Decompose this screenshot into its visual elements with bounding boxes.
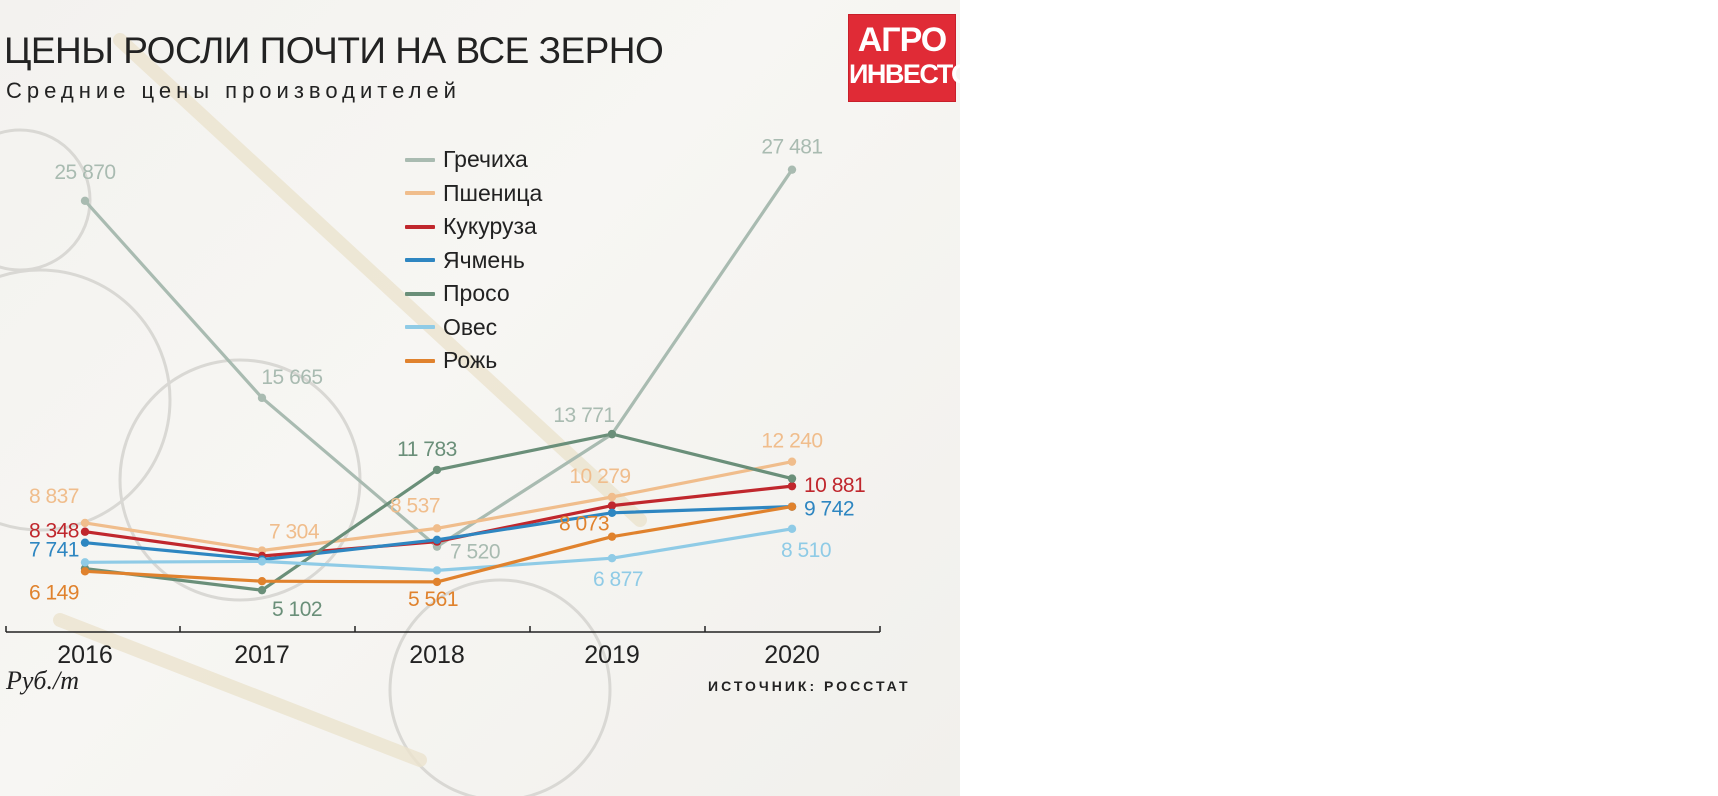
data-label: 13 771 xyxy=(553,404,614,427)
chart-subtitle: Средние цены производителей xyxy=(6,78,461,103)
data-point xyxy=(432,524,442,533)
data-point xyxy=(787,524,797,534)
legend-label: Пшеница xyxy=(443,179,543,206)
legend-item: Овес xyxy=(405,311,542,345)
data-label: 5 561 xyxy=(408,588,458,611)
data-label: 8 537 xyxy=(390,494,440,517)
data-point xyxy=(80,558,90,567)
logo-line-1: АГРО xyxy=(857,21,948,59)
data-point xyxy=(607,508,617,517)
legend-label: Рожь xyxy=(443,347,498,374)
data-label: 7 741 xyxy=(29,539,79,562)
data-point xyxy=(787,474,797,483)
data-labels: 25 870 15 665 7 520 13 771 27 481 8 837 7 304 8… xyxy=(29,136,866,621)
data-label: 6 149 xyxy=(29,581,79,604)
data-label: 7 520 xyxy=(450,541,500,564)
legend-swatch xyxy=(405,325,435,330)
data-label: 10 881 xyxy=(804,474,865,497)
data-label: 10 279 xyxy=(569,465,630,488)
legend-swatch xyxy=(405,258,435,263)
data-point xyxy=(607,492,617,502)
data-point xyxy=(432,577,442,587)
data-point xyxy=(80,567,90,576)
legend-swatch xyxy=(405,157,435,162)
legend-label: Ячмень xyxy=(443,246,525,273)
agroinvestor-logo: АГРО ИНВЕСТОР xyxy=(848,14,960,102)
legend-swatch xyxy=(405,291,435,296)
data-label: 15 665 xyxy=(261,366,322,389)
data-point xyxy=(432,465,442,475)
data-point xyxy=(787,457,797,466)
data-label: 25 870 xyxy=(54,161,115,184)
legend-item: Гречиха xyxy=(405,143,542,177)
data-point xyxy=(787,481,797,491)
x-tick-label: 2018 xyxy=(409,641,465,669)
x-tick-label: 2020 xyxy=(764,641,820,669)
series-points xyxy=(80,165,797,595)
data-point xyxy=(787,165,797,174)
legend: Гречиха Пшеница Кукуруза Ячмень Просо Овес Рож… xyxy=(405,143,542,378)
legend-swatch xyxy=(405,224,435,229)
data-label: 12 240 xyxy=(761,430,822,453)
data-label: 8 837 xyxy=(29,485,79,508)
legend-item: Ячмень xyxy=(405,244,542,278)
x-tick-label: 2019 xyxy=(584,641,640,669)
x-axis: 2016 2017 2018 2019 2020 xyxy=(5,626,881,669)
data-point xyxy=(607,532,617,541)
data-label: 11 783 xyxy=(397,438,457,461)
background-decoration-strokes xyxy=(53,33,647,767)
legend-label: Овес xyxy=(443,313,498,340)
legend-swatch xyxy=(405,358,435,363)
data-point xyxy=(257,557,267,566)
data-point xyxy=(80,196,90,205)
legend-item: Рожь xyxy=(405,344,542,378)
data-label: 8 348 xyxy=(29,520,79,543)
data-label: 8 073 xyxy=(559,513,609,536)
data-label: 9 742 xyxy=(804,498,854,521)
chart-panel: 2016 2017 2018 2019 2020 25 870 15 665 7 520 13… xyxy=(0,0,960,796)
legend-item: Просо xyxy=(405,277,542,311)
data-point xyxy=(607,501,617,510)
data-point xyxy=(257,585,267,595)
data-point xyxy=(607,429,617,439)
data-point xyxy=(432,535,442,544)
data-point xyxy=(80,527,90,536)
data-point xyxy=(257,393,267,403)
data-point xyxy=(80,518,90,528)
x-tick-label: 2016 xyxy=(57,641,113,669)
legend-label: Гречиха xyxy=(443,146,528,173)
legend-label: Просо xyxy=(443,280,510,307)
data-point xyxy=(432,566,442,575)
line-chart: 2016 2017 2018 2019 2020 25 870 15 665 7 520 13… xyxy=(0,33,881,796)
data-point xyxy=(607,554,617,563)
y-unit-label: Руб./т xyxy=(6,666,79,695)
legend-swatch xyxy=(405,191,435,196)
chart-title: ЦЕНЫ РОСЛИ ПОЧТИ НА ВСЕ ЗЕРНО xyxy=(4,30,664,71)
data-point xyxy=(80,538,90,547)
data-label: 7 304 xyxy=(269,521,320,544)
data-label: 27 481 xyxy=(761,136,822,159)
x-tick-label: 2017 xyxy=(234,641,290,669)
source-note: ИСТОЧНИК: РОССТАТ xyxy=(708,678,911,694)
data-point xyxy=(257,577,267,586)
data-label: 5 102 xyxy=(272,598,322,621)
logo-line-2: ИНВЕСТОР xyxy=(849,59,960,89)
data-label: 6 877 xyxy=(593,568,643,591)
data-point xyxy=(787,502,797,511)
legend-item: Пшеница xyxy=(405,177,542,211)
data-label: 8 510 xyxy=(781,539,831,562)
legend-item: Кукуруза xyxy=(405,210,542,244)
legend-label: Кукуруза xyxy=(443,213,537,240)
